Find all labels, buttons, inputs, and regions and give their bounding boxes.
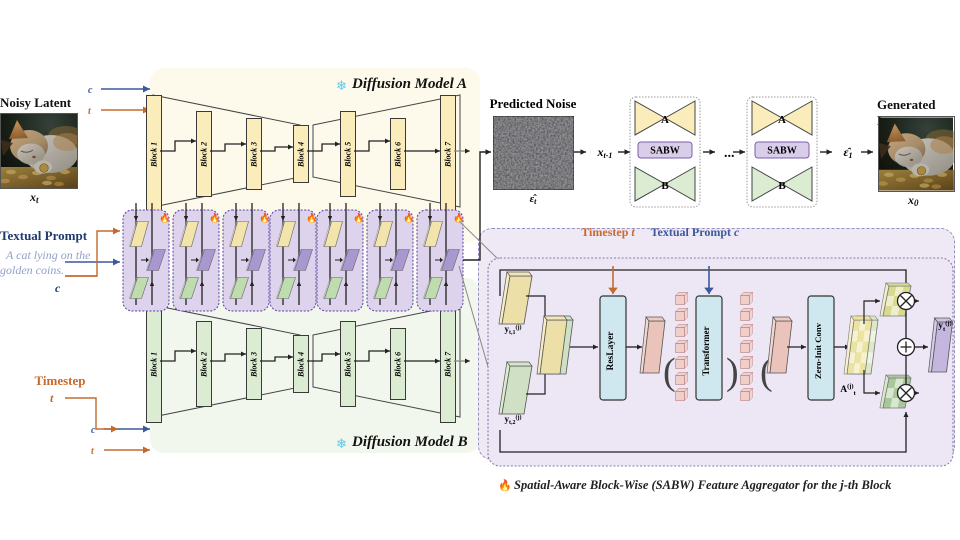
svg-text:🔥: 🔥 — [498, 479, 512, 492]
svg-text:ResLayer: ResLayer — [606, 331, 616, 371]
svg-text:ε̂1: ε̂1 — [844, 145, 853, 160]
svg-text:(: ( — [663, 351, 676, 393]
svg-text:SABW: SABW — [767, 146, 796, 157]
svg-text:Textual Prompt c: Textual Prompt c — [651, 225, 740, 239]
svg-text:): ) — [726, 351, 739, 393]
svg-text:ε̂t: ε̂t — [530, 193, 538, 206]
svg-text:Spatial-Aware Block-Wise (SABW: Spatial-Aware Block-Wise (SABW) Feature … — [514, 478, 892, 492]
svg-text:A: A — [778, 114, 786, 126]
svg-text:A: A — [661, 114, 669, 126]
svg-text:Zero-Init Conv: Zero-Init Conv — [813, 322, 823, 379]
svg-text:SABW: SABW — [650, 146, 679, 157]
svg-text:xt-1: xt-1 — [597, 145, 613, 160]
svg-text:...: ... — [724, 146, 735, 161]
svg-text:B: B — [661, 180, 669, 192]
svg-text:Timestep t: Timestep t — [581, 225, 635, 239]
svg-text:B: B — [778, 180, 786, 192]
svg-text:Predicted Noise: Predicted Noise — [490, 96, 577, 111]
svg-text:Transformer: Transformer — [701, 326, 711, 375]
